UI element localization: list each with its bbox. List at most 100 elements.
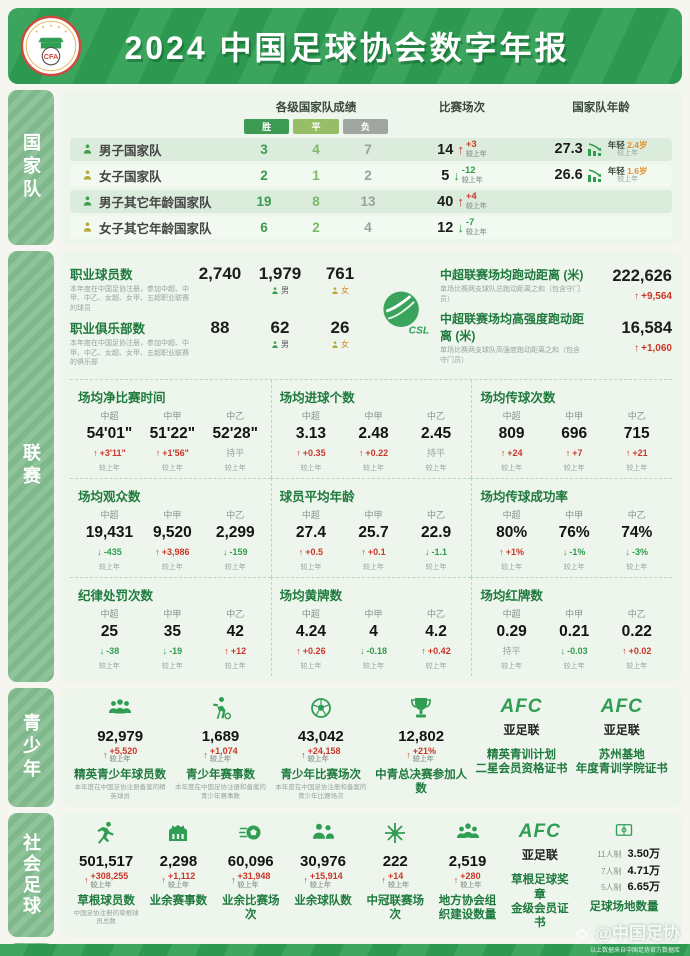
stat-caption: 本年度在中国足协注册，参加中超、中甲、中乙、女超、女甲、五超职业联赛的俱乐部: [70, 340, 189, 367]
result-chips: 胜平负: [238, 119, 394, 134]
group-title: 场均红牌数: [480, 588, 543, 603]
tier-label: 中超: [502, 509, 521, 520]
grassroots-stat: 60,096 +31,948 较上年 业余比赛场次: [215, 821, 287, 924]
tier-delta: +0.26: [302, 645, 326, 656]
tier-label: 中乙: [627, 608, 646, 619]
trend-arrow-icon: [453, 168, 460, 183]
tier-value: 3.13: [295, 424, 327, 442]
losses-value: 2: [364, 168, 372, 183]
tier-stat: 中甲 51'22" +1'56" 较上年: [141, 409, 204, 473]
compare-label: 较上年: [425, 563, 447, 571]
matches-value: 40: [437, 193, 454, 210]
tier-label: 中甲: [364, 410, 383, 421]
league-stat-group: 场均黄牌数 中超 4.24 +0.26: [270, 576, 472, 676]
male-label: 男: [281, 286, 289, 295]
age-value: 26.6: [554, 167, 583, 184]
tier-stat: 中超 3.13 +0.35 较上年: [280, 409, 343, 473]
stat-caption: 本年度在中国足协注册和备案的青少年比赛场次: [275, 784, 367, 800]
stat-caption: 中国足协注册的草根球员总数: [73, 910, 139, 926]
tier-label: 中超: [301, 410, 320, 421]
tier-label: 中乙: [226, 608, 245, 619]
grassroots-panel: 501,517 +308,255 较上年 草根球员数 中国足协注册的草根球员总数…: [60, 813, 682, 937]
compare-label: 较上年: [300, 563, 322, 571]
field-value: 6.65万: [627, 881, 660, 894]
trend-arrow-icon: [622, 646, 627, 656]
stat-icon: [166, 821, 190, 845]
compare-label: 较上年: [626, 563, 648, 571]
compare-label: 较上年: [363, 563, 384, 571]
matches-trend: +4 较上年: [457, 191, 487, 211]
section-label-league: 联赛: [8, 251, 54, 682]
tier-value: 4.2: [425, 622, 447, 640]
tier-stat: 中乙 52'28" 持平 较上年: [204, 409, 267, 473]
age-note: 年轻: [607, 166, 625, 177]
tier-value: 52'28": [212, 424, 258, 442]
compare-label: 较上年: [300, 662, 322, 670]
compare-label: 较上年: [300, 464, 322, 472]
compare-label: 较上年: [98, 563, 120, 571]
tier-delta: 持平: [427, 447, 446, 458]
trend-arrow-icon: [100, 646, 105, 656]
stat-trend: +14 较上年: [382, 871, 410, 889]
stat-trend: +308,255 较上年: [84, 871, 128, 889]
tier-trend: 持平: [226, 446, 244, 459]
tier-delta: +3'11": [99, 447, 126, 458]
compare-label: 较上年: [237, 881, 259, 889]
tier-delta: -38: [106, 645, 120, 656]
stat-icon: [456, 821, 480, 845]
trend-arrow-icon: [231, 875, 236, 885]
stat-delta: +14: [388, 871, 404, 882]
stat-caption: 本年度在中国足协注册和备案的青少年赛事数: [174, 784, 266, 800]
trend-arrow-icon: [457, 220, 464, 235]
tier-value: 74%: [621, 523, 653, 541]
losses-value: 4: [364, 220, 372, 235]
tier-label: 中甲: [364, 608, 383, 619]
female-icon: [331, 341, 339, 349]
stat-trend: +5,520 较上年: [103, 746, 138, 764]
trend-arrow-icon: [382, 875, 387, 885]
stat-icon: [208, 696, 232, 720]
stat-delta: +24,158: [307, 745, 341, 756]
compare-label: 较上年: [617, 176, 639, 184]
male-value: 62: [270, 318, 290, 338]
tier-label: 中乙: [226, 509, 245, 520]
trend-arrow-icon: [566, 448, 571, 458]
female-value: 26: [330, 318, 350, 338]
grassroots-stat: 30,976 +15,914 较上年 业余球队数: [287, 821, 359, 910]
trend-arrow-icon: [406, 750, 411, 760]
pro-stats: 职业球员数 本年度在中国足协注册，参加中超、中甲、中乙、女超、女甲、五超职业联赛…: [70, 259, 370, 373]
matches-value: 5: [441, 167, 450, 184]
stat-label: 业余赛事数: [149, 894, 208, 907]
tier-value: 27.4: [295, 523, 327, 541]
compare-label: 较上年: [388, 881, 410, 889]
youth-panel: 92,979 +5,520 较上年 精英青少年球员数 本年度在中国足协注册备案的…: [60, 687, 682, 808]
tier-value: 4.24: [295, 622, 327, 640]
national-team-panel: 各级国家队成绩 胜平负 比赛场次 国家队年龄 男子国家队 3: [60, 90, 682, 245]
trend-arrow-icon: [457, 142, 464, 157]
tier-delta: -1%: [569, 546, 586, 557]
col-age-title: 国家队年龄: [572, 102, 630, 114]
tier-trend: -38: [100, 645, 120, 656]
youth-stat: 43,042 +24,158 较上年 青少年比赛场次 本年度在中国足协注册和备案…: [271, 696, 371, 802]
league-stat-group: 场均净比赛时间 中超 54'01" +3'11": [70, 380, 271, 478]
tier-delta: -1.1: [431, 546, 448, 557]
svg-text:CFA: CFA: [44, 52, 59, 61]
tier-stat: 中甲 2.48 +0.22 较上年: [342, 409, 405, 473]
total-value: 88: [210, 318, 230, 338]
stat-icon: [94, 821, 118, 845]
national-team-row: 男子国家队 3 4 7 14 +3 较上年: [70, 138, 672, 161]
league-top-block: 职业球员数 本年度在中国足协注册，参加中超、中甲、中乙、女超、女甲、五超职业联赛…: [70, 257, 672, 380]
league-stat-group: 场均传球成功率 中超 80% +1%: [471, 477, 672, 577]
person-icon: [82, 222, 93, 233]
tier-stat: 中超 80% +1% 较上年: [480, 508, 543, 572]
trend-arrow-icon: [303, 875, 308, 885]
tier-trend: +1'56": [156, 448, 189, 458]
matches-delta: -7: [465, 217, 475, 229]
stat-caption: 单场比赛两支球队总跑动距离之和（包含守门员）: [440, 286, 580, 303]
section-grassroots: 社会足球 501,517 +308,255 较上年 草根球员数 中国足协注册的草…: [8, 813, 682, 937]
national-team-row: 女子国家队 2 1 2 5 -12 较上年: [70, 164, 672, 187]
age-value: 27.3: [554, 141, 583, 158]
stat-value: 43,042: [297, 727, 344, 745]
compare-label: 较上年: [626, 464, 648, 472]
tier-label: 中甲: [163, 608, 182, 619]
